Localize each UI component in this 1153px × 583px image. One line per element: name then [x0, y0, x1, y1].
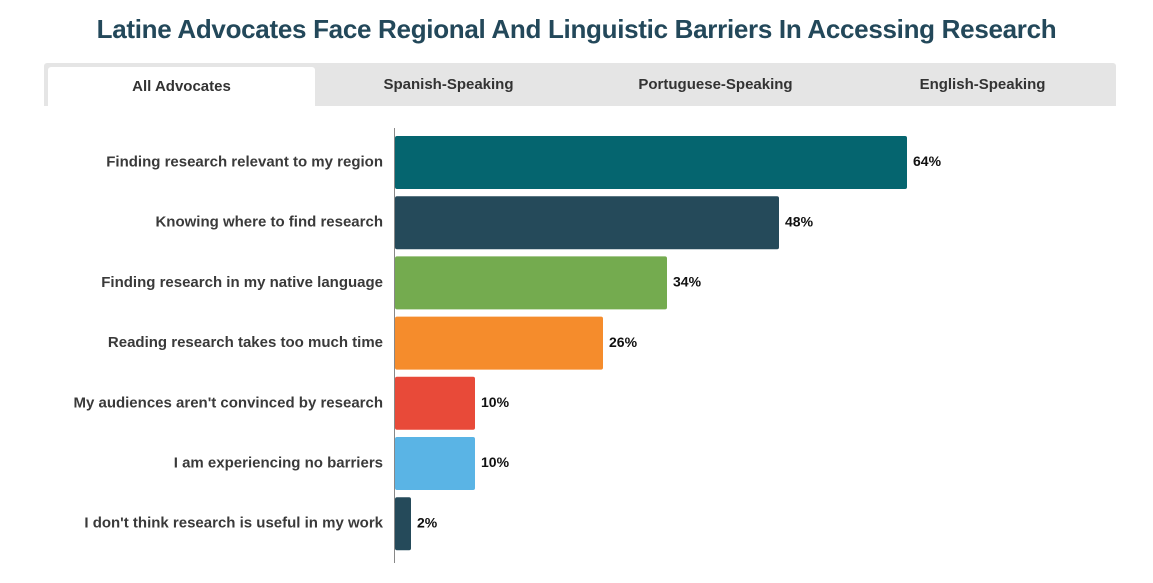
value-label: 10%: [481, 454, 510, 470]
value-label: 2%: [417, 514, 438, 530]
value-label: 48%: [785, 213, 814, 229]
value-label: 34%: [673, 274, 702, 290]
bars-group: Finding research relevant to my region 64…: [73, 136, 942, 551]
bar-knowing-where-to-find-research: [395, 196, 779, 250]
category-label: Finding research in my native language: [101, 274, 383, 291]
bar-i-am-experiencing-no-barriers: [395, 437, 475, 490]
tab-portuguese-speaking[interactable]: Portuguese-Speaking: [638, 76, 793, 93]
category-label: Knowing where to find research: [155, 214, 383, 231]
chart-title: Latine Advocates Face Regional And Lingu…: [96, 14, 1057, 44]
bar-my-audiences-aren-t-convinced-by-research: [395, 376, 475, 430]
category-label: Finding research relevant to my region: [106, 153, 383, 170]
value-label: 10%: [481, 394, 510, 410]
category-label: I am experiencing no barriers: [174, 454, 383, 471]
tab-bar: All Advocates Spanish-Speaking Portugues…: [44, 63, 1116, 106]
bar-finding-research-in-my-native-language: [395, 256, 667, 310]
bar-finding-research-relevant-to-my-region: [395, 136, 907, 189]
category-label: I don't think research is useful in my w…: [84, 515, 383, 532]
bar-reading-research-takes-too-much-time: [395, 316, 603, 370]
value-label: 64%: [913, 153, 942, 169]
value-label: 26%: [609, 334, 638, 350]
tab-all-advocates[interactable]: All Advocates: [48, 67, 315, 106]
tab-english-speaking[interactable]: English-Speaking: [919, 76, 1046, 93]
bar-i-don-t-think-research-is-useful-in-my-work: [395, 497, 411, 551]
tab-spanish-speaking[interactable]: Spanish-Speaking: [383, 76, 514, 93]
category-label: My audiences aren't convinced by researc…: [73, 394, 383, 411]
category-label: Reading research takes too much time: [108, 334, 383, 351]
